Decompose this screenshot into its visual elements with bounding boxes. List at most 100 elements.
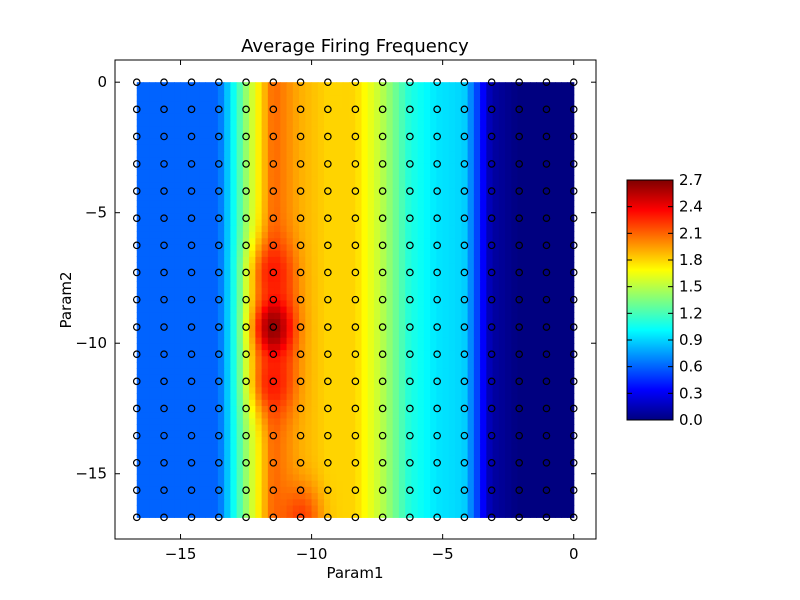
heat-cell (192, 343, 200, 351)
heat-cell (180, 274, 188, 282)
heat-cell (155, 511, 163, 518)
heat-cell (186, 455, 194, 462)
heat-cell (480, 436, 487, 444)
heat-cell (305, 237, 313, 245)
heat-cell (149, 287, 157, 295)
heat-cell (192, 511, 200, 518)
heat-cell (242, 424, 250, 431)
heat-cell (442, 436, 450, 444)
heat-cell (136, 386, 144, 394)
heat-cell (554, 318, 562, 326)
heat-cell (467, 169, 475, 177)
heat-cell (136, 281, 144, 288)
heat-cell (492, 94, 500, 102)
heat-cell (436, 138, 444, 145)
heat-cell (361, 138, 369, 145)
heat-cell (417, 181, 425, 189)
heat-cell (536, 411, 544, 419)
heat-cell (174, 113, 182, 121)
heat-cell (149, 82, 157, 90)
heat-cell (249, 237, 256, 245)
heat-cell (180, 287, 188, 295)
heat-cell (405, 473, 413, 481)
heat-cell (330, 187, 338, 195)
heat-cell (211, 231, 219, 239)
heat-cell (392, 399, 400, 407)
heat-cell (561, 287, 569, 295)
heat-cell (280, 131, 288, 139)
heat-cell (530, 218, 537, 226)
heat-cell (486, 100, 494, 108)
heat-cell (455, 399, 462, 407)
heat-cell (311, 194, 319, 201)
heat-cell (255, 194, 263, 201)
heat-cell (492, 318, 500, 326)
heat-cell (511, 138, 519, 145)
heat-cell (423, 281, 431, 288)
heat-cell (567, 442, 575, 450)
heat-cell (342, 455, 350, 462)
heat-cell (530, 368, 537, 375)
heat-cell (224, 144, 231, 152)
heat-cell (167, 144, 175, 152)
heat-cell (143, 318, 150, 326)
heat-cell (386, 399, 394, 407)
heat-cell (305, 504, 313, 512)
heat-cell (149, 386, 157, 394)
heat-cell (536, 361, 544, 369)
heat-cell (411, 88, 419, 96)
heat-cell (136, 504, 144, 512)
heat-cell (423, 355, 431, 363)
heat-cell (267, 94, 275, 102)
heat-cell (211, 169, 219, 177)
heat-cell (299, 218, 306, 226)
heat-cell (242, 305, 250, 313)
heat-cell (205, 312, 213, 320)
heat-cell (536, 436, 544, 444)
heat-cell (430, 455, 437, 462)
heat-cell (548, 393, 556, 400)
heat-cell (342, 237, 350, 245)
heat-cell (261, 100, 269, 108)
heat-cell (180, 113, 188, 121)
heat-cell (349, 374, 356, 382)
heat-cell (161, 393, 169, 400)
heat-cell (211, 498, 219, 506)
heat-cell (373, 455, 381, 462)
heat-cell (411, 299, 419, 307)
heat-cell (367, 88, 375, 96)
sample-point (160, 160, 168, 168)
heat-cell (523, 324, 531, 332)
heat-cell (442, 299, 450, 307)
heat-cell (143, 486, 150, 494)
heat-cell (417, 305, 425, 313)
heat-cell (355, 125, 363, 133)
heat-cell (505, 138, 512, 145)
heat-cell (299, 187, 306, 195)
heat-cell (199, 206, 207, 214)
heat-cell (561, 250, 569, 257)
heat-cell (324, 287, 331, 295)
heat-cell (180, 386, 188, 394)
heat-cell (373, 175, 381, 183)
heat-cell (180, 467, 188, 475)
heat-cell (417, 119, 425, 127)
heat-cell (217, 337, 225, 344)
heat-cell (305, 231, 313, 239)
heat-cell (423, 324, 431, 332)
heat-cell (423, 424, 431, 431)
heat-cell (430, 448, 437, 456)
heat-cell (174, 368, 182, 375)
heat-cell (455, 318, 462, 326)
heat-cell (473, 337, 481, 344)
heat-cell (167, 237, 175, 245)
heat-cell (442, 486, 450, 494)
heat-cell (367, 94, 375, 102)
heat-cell (548, 262, 556, 270)
heat-cell (554, 144, 562, 152)
heat-cell (505, 206, 512, 214)
heat-cell (492, 138, 500, 145)
heat-cell (280, 349, 288, 357)
heat-cell (167, 181, 175, 189)
heat-cell (467, 511, 475, 518)
